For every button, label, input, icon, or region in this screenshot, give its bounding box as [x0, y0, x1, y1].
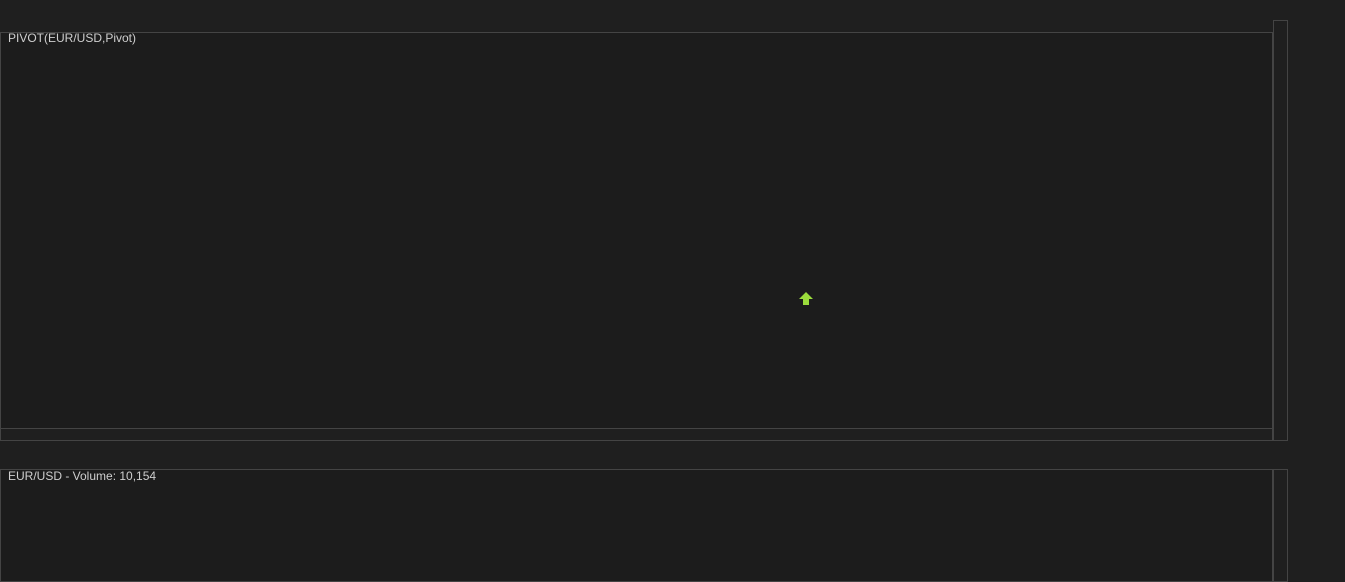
signal-arrow — [799, 292, 813, 305]
price-axis-strip — [1273, 20, 1288, 441]
volume-title: EUR/USD - Volume: 10,154 — [8, 469, 156, 483]
chart-title: PIVOT(EUR/USD,Pivot) — [8, 31, 136, 45]
time-scroll — [0, 428, 1273, 441]
price-panel — [0, 32, 1273, 429]
volume-panel — [0, 469, 1273, 582]
